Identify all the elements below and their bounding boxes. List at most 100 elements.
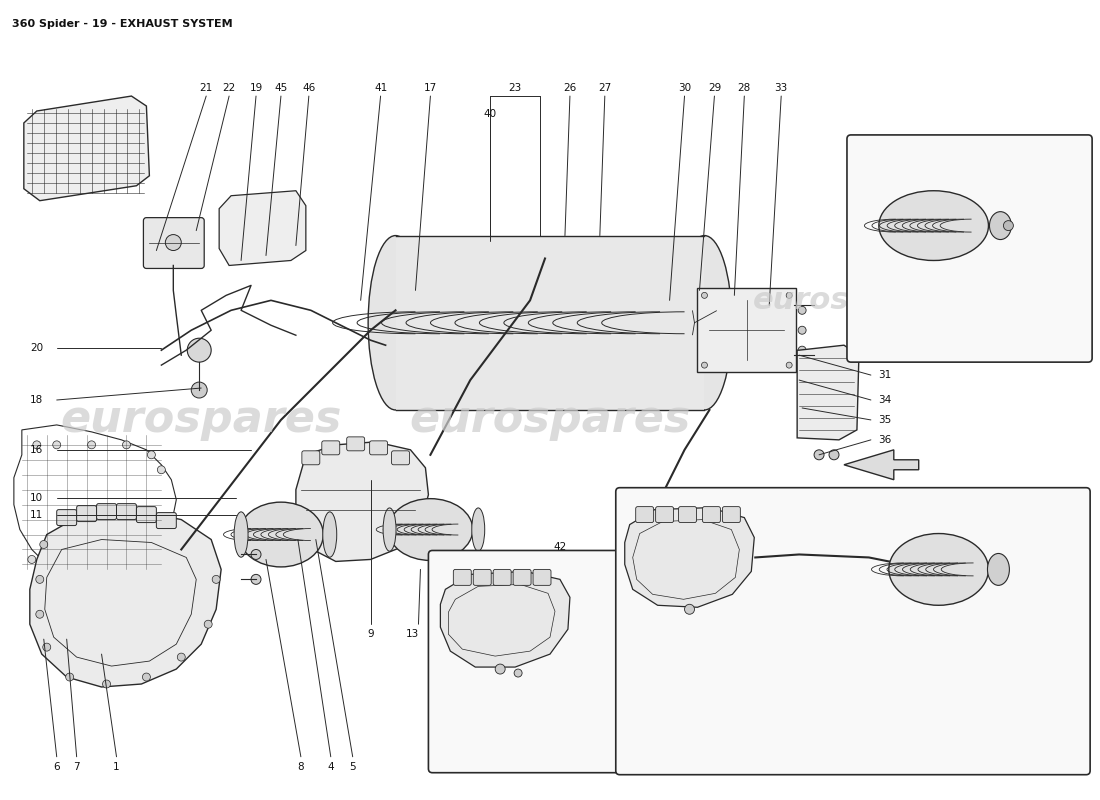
Text: 22: 22 [222,83,235,93]
FancyBboxPatch shape [156,513,176,529]
Text: 33: 33 [774,83,788,93]
Polygon shape [440,571,570,667]
Text: 7: 7 [74,762,80,772]
Ellipse shape [388,498,473,561]
Ellipse shape [889,534,989,606]
Circle shape [205,620,212,628]
Text: 5: 5 [350,762,356,772]
Circle shape [503,674,513,684]
Ellipse shape [322,512,337,558]
Text: 13: 13 [462,629,475,639]
Text: 40: 40 [484,109,497,119]
Text: 35: 35 [878,415,891,425]
Circle shape [522,571,538,587]
Text: 31: 31 [878,370,891,380]
Circle shape [191,382,207,398]
FancyBboxPatch shape [322,441,340,455]
Text: 5: 5 [684,488,691,498]
Circle shape [36,610,44,618]
FancyBboxPatch shape [428,550,681,773]
Ellipse shape [472,508,485,551]
Circle shape [28,555,36,563]
FancyBboxPatch shape [679,506,696,522]
FancyBboxPatch shape [97,504,117,519]
Text: 44: 44 [997,148,1010,158]
FancyBboxPatch shape [636,506,653,522]
Circle shape [702,292,707,298]
Circle shape [88,567,96,575]
Text: 29: 29 [707,83,722,93]
Circle shape [147,451,155,458]
Polygon shape [296,442,428,562]
Text: 28: 28 [738,83,751,93]
Text: 8: 8 [298,762,305,772]
Text: 21: 21 [199,83,212,93]
Polygon shape [30,510,221,687]
FancyBboxPatch shape [136,506,156,522]
Text: 360 Spider - 19 - EXHAUST SYSTEM: 360 Spider - 19 - EXHAUST SYSTEM [12,19,232,30]
Text: 32: 32 [502,649,515,659]
Circle shape [799,326,806,334]
Text: 1: 1 [507,704,514,714]
Text: 14: 14 [443,629,456,639]
Text: 10: 10 [30,493,43,502]
Text: 2: 2 [549,667,556,677]
Text: 20: 20 [30,343,43,353]
Text: 13: 13 [406,629,419,639]
Circle shape [799,306,806,314]
Circle shape [36,575,44,583]
Circle shape [128,561,135,569]
Text: 43: 43 [1030,148,1043,158]
Circle shape [1003,221,1013,230]
Circle shape [88,441,96,449]
FancyBboxPatch shape [656,506,673,522]
Circle shape [527,598,534,604]
Text: 9: 9 [367,629,374,639]
Text: eurospares: eurospares [60,398,342,442]
Circle shape [53,441,60,449]
Text: 9: 9 [708,488,715,498]
FancyBboxPatch shape [616,488,1090,774]
FancyBboxPatch shape [493,570,512,586]
Circle shape [482,571,498,587]
Circle shape [542,576,558,592]
Text: 15: 15 [429,629,442,639]
Text: 1: 1 [113,762,120,772]
Ellipse shape [678,235,732,410]
Text: 37: 37 [559,699,572,709]
Text: 4: 4 [328,762,334,772]
Text: 17: 17 [424,83,437,93]
Polygon shape [798,345,859,440]
Text: Vale fino al motore Nr. 62657: Vale fino al motore Nr. 62657 [477,732,630,742]
FancyBboxPatch shape [143,218,205,269]
Text: 4: 4 [661,488,668,498]
FancyBboxPatch shape [301,451,320,465]
Polygon shape [844,450,918,480]
FancyBboxPatch shape [513,570,531,586]
Circle shape [503,566,518,582]
Circle shape [786,292,792,298]
Text: eurospares: eurospares [409,398,691,442]
Text: 30: 30 [678,83,691,93]
Circle shape [786,362,792,368]
Circle shape [102,680,110,688]
Circle shape [165,234,182,250]
Circle shape [557,606,563,612]
FancyBboxPatch shape [847,135,1092,362]
Bar [396,235,704,410]
Circle shape [495,664,505,674]
Circle shape [550,674,560,684]
Circle shape [251,574,261,584]
FancyBboxPatch shape [473,570,492,586]
Text: 18: 18 [30,395,43,405]
Text: 26: 26 [563,83,576,93]
Text: 1: 1 [693,644,700,654]
Text: 25: 25 [608,716,622,726]
Ellipse shape [234,512,249,558]
FancyBboxPatch shape [117,504,136,519]
Ellipse shape [990,212,1011,239]
Text: 38: 38 [472,649,485,659]
Circle shape [814,450,824,460]
FancyBboxPatch shape [392,451,409,465]
Ellipse shape [988,554,1010,586]
